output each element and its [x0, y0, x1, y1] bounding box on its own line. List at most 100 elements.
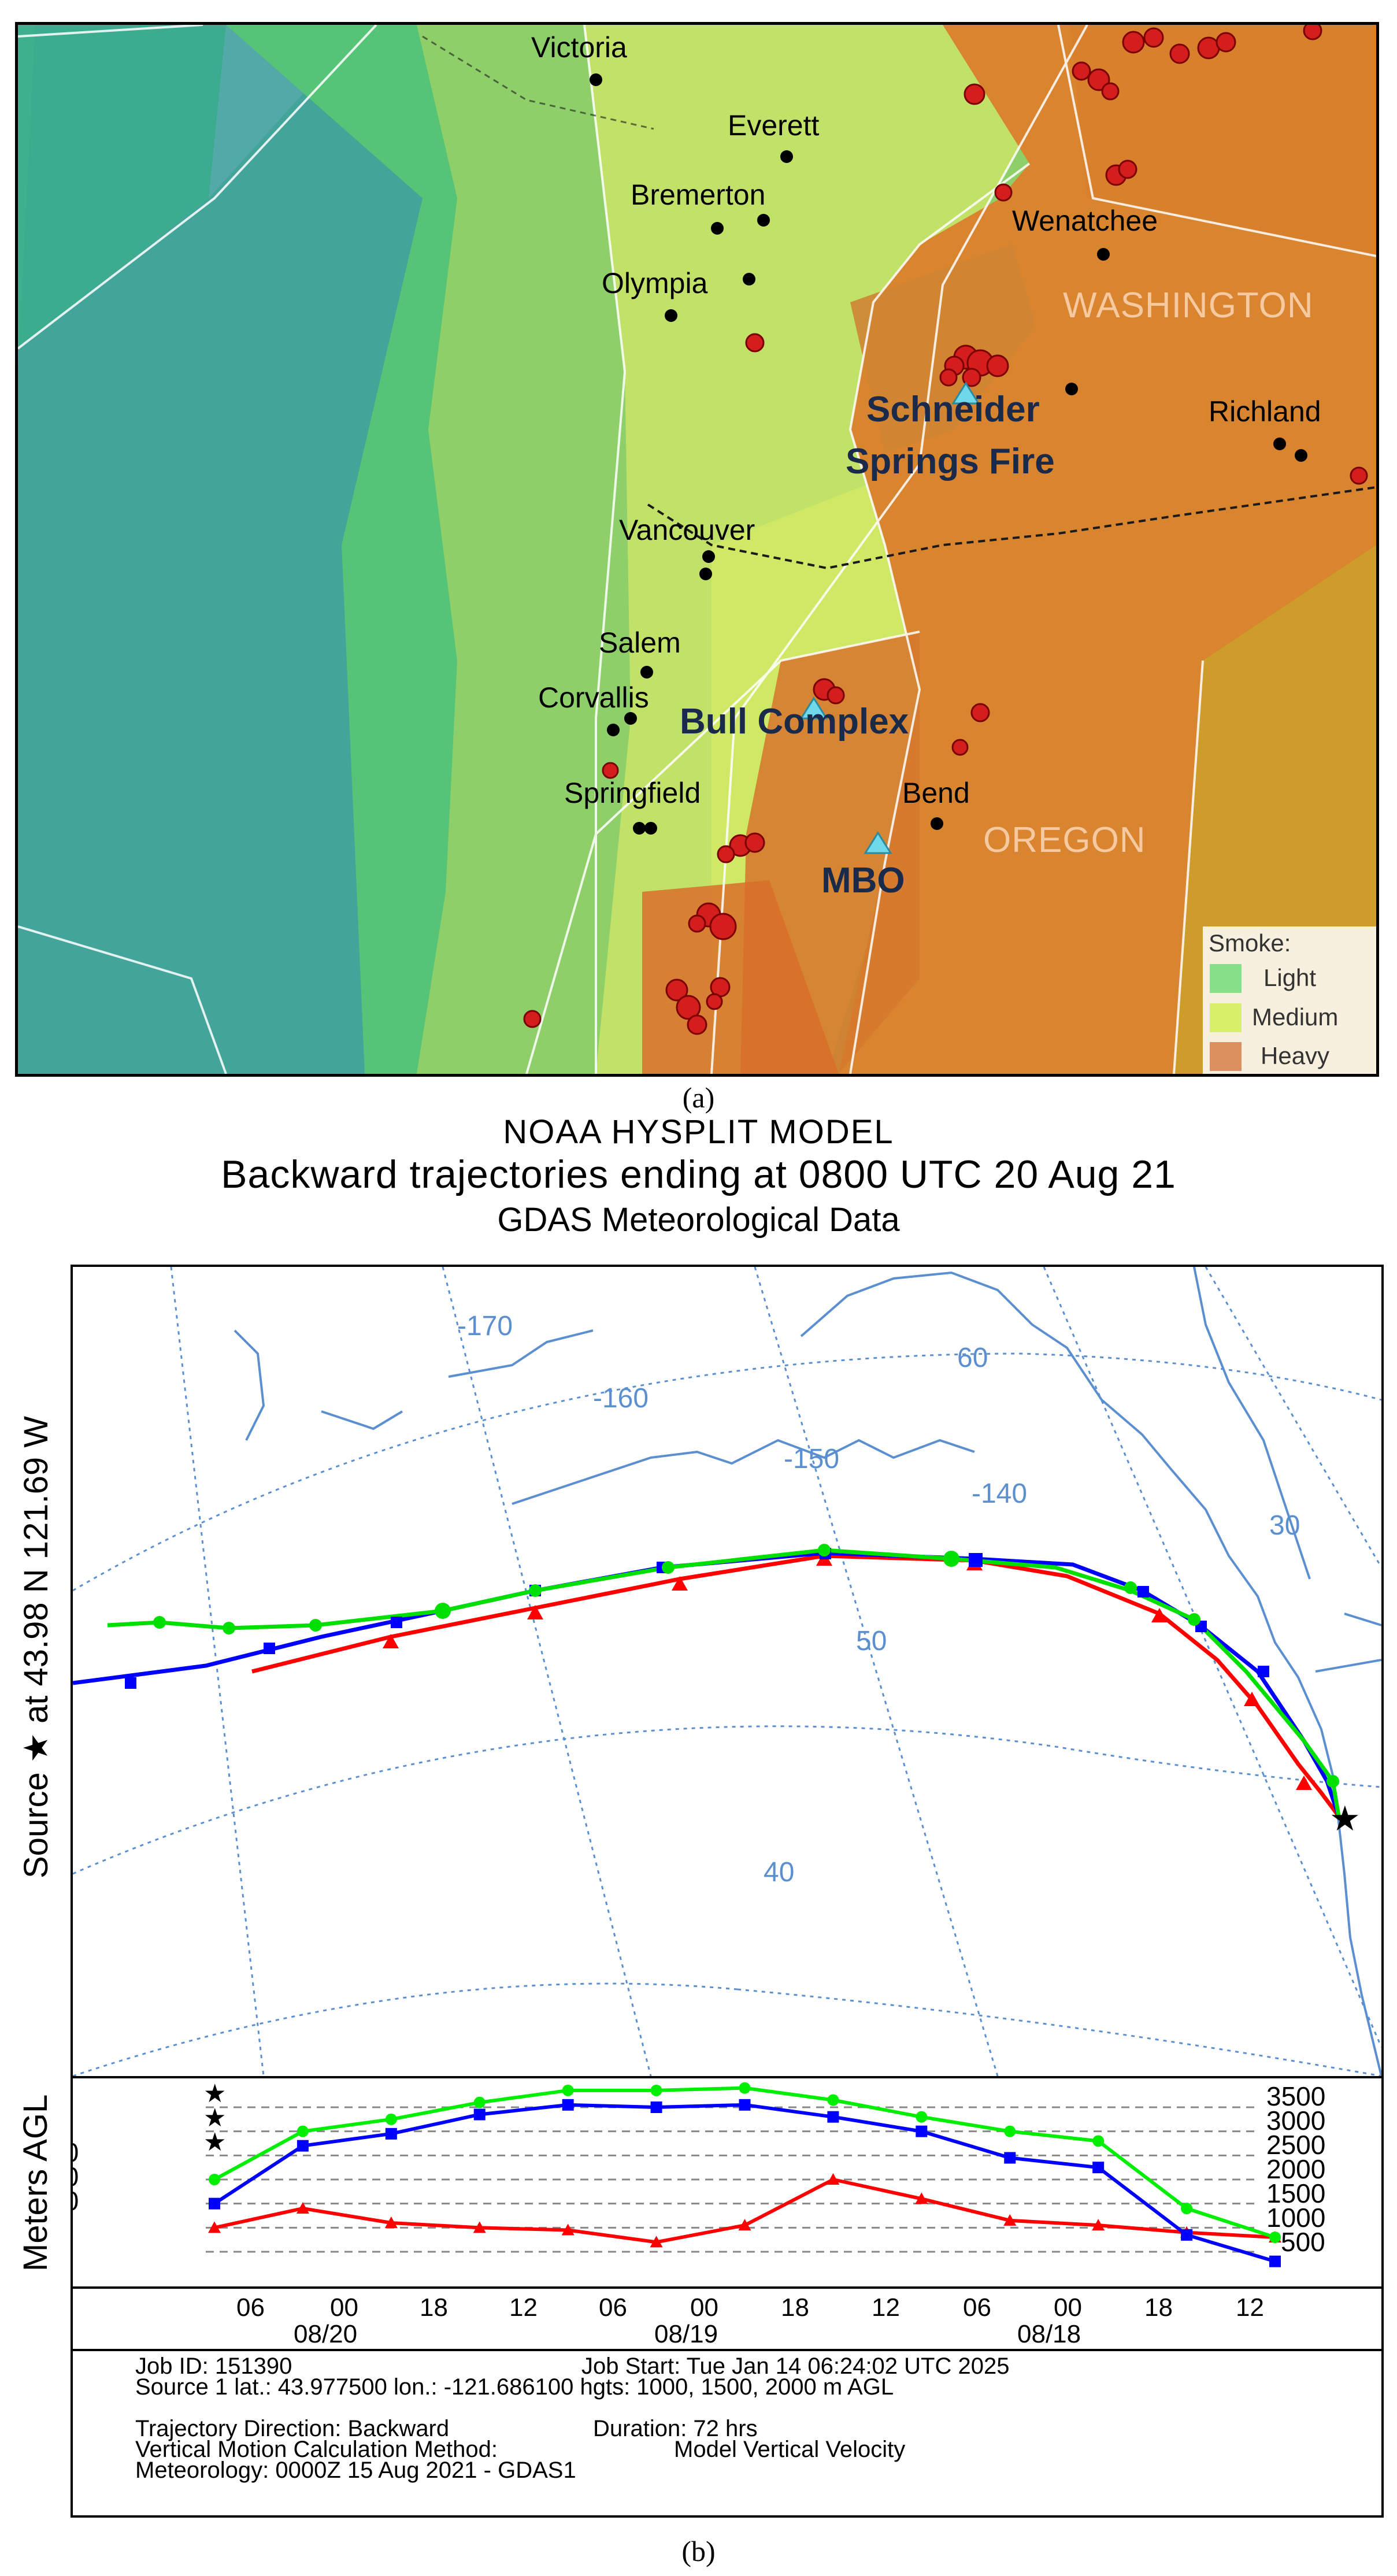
markers-1500m [125, 1548, 1269, 1689]
height-marker-h1000 [827, 2173, 840, 2185]
coastline [234, 1267, 1381, 2076]
smoke-contours [18, 25, 1376, 1074]
time-tick: 12 [1236, 2293, 1264, 2322]
site-label: Springs Fire [846, 442, 1055, 481]
height-grid [206, 2106, 1258, 2253]
height-tick: 500 [1281, 2227, 1325, 2257]
site-triangle-icon [864, 831, 892, 854]
time-tick: 12 [872, 2293, 900, 2322]
time-tick: 18 [781, 2293, 809, 2322]
height-marker-h2000 [916, 2111, 928, 2123]
height-marker-h1000 [384, 2217, 398, 2228]
height-marker-h1000 [915, 2192, 928, 2204]
hysplit-subtitle: Backward trajectories ending at 0800 UTC… [221, 1152, 1176, 1196]
time-tick: 00 [1054, 2293, 1082, 2322]
vertical-motion-label: Vertical Motion Calculation Method: [135, 2437, 498, 2462]
legend-swatch-light [1210, 964, 1242, 993]
city-label: Olympia [602, 267, 708, 299]
height-marker-h2000 [739, 2082, 751, 2094]
lon-label: -150 [784, 1444, 840, 1474]
city-label: Bremerton [631, 179, 766, 211]
source-height-label: 2000 [73, 2137, 79, 2168]
site-triangle-icon [799, 696, 828, 720]
height-marker-h1500 [1181, 2229, 1193, 2241]
height-axis-label: Meters AGL [17, 2094, 54, 2271]
height-lines [213, 2086, 1276, 2263]
legend-label: Medium [1252, 1003, 1339, 1031]
source-location-label: Source ★ at 43.98 N 121.69 W [17, 1416, 55, 1878]
city-label: Vancouver [619, 514, 755, 546]
legend-swatch-medium [1210, 1003, 1242, 1032]
height-marker-h2000 [1004, 2125, 1016, 2137]
height-marker-h1500 [1092, 2162, 1105, 2174]
height-tick: 1000 [1266, 2203, 1326, 2233]
height-marker-h2000 [1181, 2203, 1193, 2214]
date-label: 08/19 [654, 2320, 718, 2348]
site-triangle-icon [951, 381, 980, 405]
height-marker-h1500 [739, 2099, 751, 2111]
fire-points [523, 25, 1368, 1035]
hysplit-title: NOAA HYSPLIT MODEL [503, 1113, 894, 1151]
height-markers [208, 2082, 1281, 2267]
height-marker-h2000 [385, 2113, 397, 2125]
height-marker-h2000 [1092, 2135, 1105, 2147]
height-marker-h1500 [297, 2140, 309, 2152]
state-label-oregon: OREGON [983, 820, 1146, 860]
state-border [647, 486, 1376, 570]
height-marker-h2000 [209, 2174, 220, 2185]
markers-1000m [383, 1551, 1312, 1790]
height-marker-h2000 [473, 2096, 486, 2108]
trajectory-direction: Trajectory Direction: Backward [135, 2416, 450, 2441]
city-label: Everett [728, 109, 820, 142]
height-marker-h1500 [1269, 2255, 1281, 2267]
graticule [73, 1267, 1381, 2076]
source-height-label: 1000 [73, 2185, 79, 2217]
trajectory-markers: ★ [125, 1544, 1361, 1839]
city-label: Richland [1209, 395, 1321, 428]
legend-label: Light [1263, 964, 1317, 991]
site-triangles [799, 381, 980, 854]
height-line-h1000 [214, 2177, 1276, 2244]
state-label-washington: WASHINGTON [1063, 286, 1314, 325]
height-tick: 3500 [1266, 2081, 1326, 2111]
height-marker-h1000 [1003, 2214, 1017, 2226]
city-label: Victoria [531, 31, 627, 64]
height-profile [206, 2082, 1281, 2267]
smoke-map [18, 25, 1376, 1074]
time-tick: 12 [509, 2293, 538, 2322]
time-tick: 00 [330, 2293, 358, 2322]
height-marker-h1000 [208, 2221, 221, 2233]
lat-label-east: 30 [1269, 1510, 1300, 1541]
vertical-motion-value: Model Vertical Velocity [674, 2437, 906, 2462]
caption-b: (b) [681, 2535, 716, 2567]
time-tick: 06 [599, 2293, 627, 2322]
caption-a: (a) [682, 1081, 715, 1114]
height-marker-h1500 [562, 2099, 574, 2111]
source-star-icon: ★ [203, 2103, 227, 2133]
lon-label: -170 [457, 1311, 513, 1341]
info-divider [73, 2349, 1381, 2351]
height-marker-h1000 [296, 2202, 309, 2214]
legend-title: Smoke: [1209, 929, 1291, 957]
height-section-divider [73, 2076, 1381, 2078]
site-label: Bull Complex [680, 702, 909, 742]
source-star-icon: ★ [203, 2079, 227, 2108]
job-start: Job Start: Tue Jan 14 06:24:02 UTC 2025 [581, 2353, 1010, 2379]
height-marker-h1000 [473, 2221, 486, 2233]
trajectory-panel: ★ -170 -160 -150 -140 60 50 40 30 2000 1… [71, 1265, 1384, 2518]
lon-label: -140 [972, 1478, 1028, 1509]
heavy-smoke-top [1070, 25, 1376, 256]
trajectory-map: ★ [73, 1267, 1381, 2076]
intl-border [422, 35, 654, 130]
source-height-label: 1500 [73, 2161, 79, 2192]
source-star-icon: ★ [1329, 1799, 1361, 1839]
height-marker-h2000 [827, 2094, 839, 2106]
height-line-h1500 [213, 2103, 1276, 2263]
date-label: 08/20 [294, 2320, 358, 2348]
city-dots [590, 73, 1307, 835]
height-marker-h1500 [385, 2127, 397, 2140]
height-marker-h1500 [827, 2111, 839, 2123]
trajectory-1000m [251, 1554, 1340, 1818]
city-label: Bend [902, 777, 970, 809]
job-id: Job ID: 151390 [135, 2353, 292, 2379]
